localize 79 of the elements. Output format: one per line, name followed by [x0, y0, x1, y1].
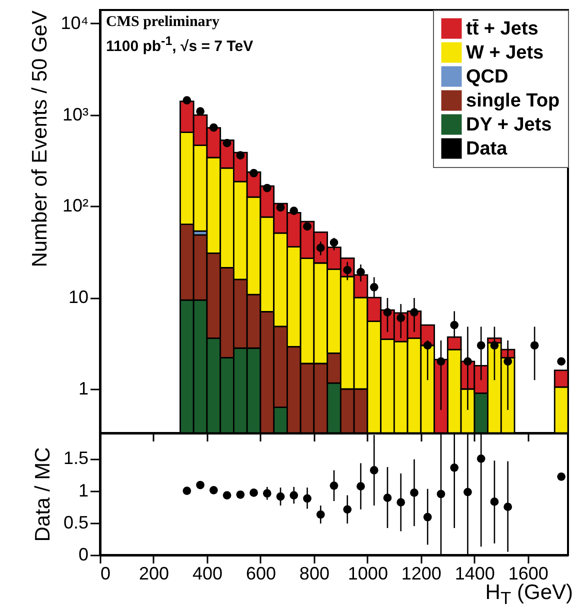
point — [196, 480, 204, 490]
x-tick-label: 600 — [246, 564, 276, 584]
point — [262, 184, 272, 192]
point — [436, 490, 446, 498]
legend-label: W + Jets — [466, 42, 544, 64]
point — [396, 314, 406, 322]
point — [236, 151, 245, 160]
point — [383, 494, 392, 502]
point — [303, 222, 312, 231]
x-tick-label: 1000 — [348, 564, 388, 584]
point — [276, 492, 285, 501]
point — [182, 486, 192, 495]
point — [250, 488, 258, 497]
point — [276, 203, 285, 212]
point — [370, 466, 378, 474]
y-tick-label: 10 — [68, 287, 88, 308]
point — [464, 357, 472, 366]
point — [236, 490, 245, 499]
x-tick-label: 800 — [299, 564, 330, 584]
x-axis-title: H$_{T}$ (GeV) — [485, 581, 573, 606]
point — [530, 341, 539, 350]
point — [262, 489, 272, 498]
point — [303, 494, 312, 503]
y-tick-label: 1.5 — [63, 448, 88, 468]
x-tick-label: 1200 — [401, 564, 442, 584]
y-tick-label: 10³ — [62, 104, 89, 124]
point — [222, 491, 232, 500]
point — [290, 206, 298, 215]
point — [557, 472, 566, 481]
legend-label: tt̄ + Jets — [466, 18, 538, 40]
y-axis-title: Number of Events / 50 GeV — [28, 10, 52, 268]
legend-label: QCD — [466, 66, 508, 88]
legend-label: Data — [466, 138, 508, 160]
legend-label: single Top — [466, 90, 560, 112]
point — [490, 498, 499, 506]
x-tick-label: 400 — [192, 564, 222, 584]
point — [450, 320, 459, 330]
point — [209, 123, 218, 132]
point — [290, 491, 298, 500]
point — [423, 341, 432, 350]
point — [504, 357, 512, 366]
point — [464, 488, 472, 496]
point — [330, 481, 338, 490]
point — [209, 486, 218, 494]
point — [343, 505, 352, 514]
legend-label: DY + Jets — [466, 114, 552, 136]
annotation: CMS preliminary — [106, 14, 220, 31]
point — [182, 96, 192, 104]
x-tick-label: 0 — [100, 564, 111, 584]
y-tick-label: 10² — [62, 196, 89, 216]
point — [490, 341, 499, 350]
point — [222, 138, 232, 148]
point — [504, 502, 512, 512]
annotation: 1100 pb$^{-1}$, √s = 7 TeV — [106, 34, 254, 55]
y-tick-label: 1 — [78, 480, 88, 500]
point — [476, 454, 486, 463]
y-tick-label: 10⁴ — [60, 12, 88, 33]
y-tick-label: 1 — [78, 378, 88, 398]
y-tick-label: 0 — [78, 544, 88, 564]
y-axis-title: Data / MC — [31, 447, 54, 542]
point — [450, 464, 459, 472]
point — [330, 238, 338, 247]
point — [436, 357, 446, 366]
point — [316, 510, 325, 519]
point — [356, 268, 365, 276]
point — [356, 482, 365, 490]
point — [383, 308, 392, 316]
x-tick-label: 1400 — [454, 564, 495, 584]
x-tick-label: 1600 — [508, 564, 548, 584]
x-tick-label: 200 — [138, 564, 170, 584]
point — [410, 488, 418, 497]
point — [410, 308, 418, 316]
point — [423, 512, 432, 522]
point — [476, 341, 486, 350]
y-tick-label: 0.5 — [63, 512, 88, 532]
point — [396, 498, 406, 507]
point — [250, 168, 258, 178]
point — [557, 357, 566, 366]
point — [370, 282, 378, 292]
